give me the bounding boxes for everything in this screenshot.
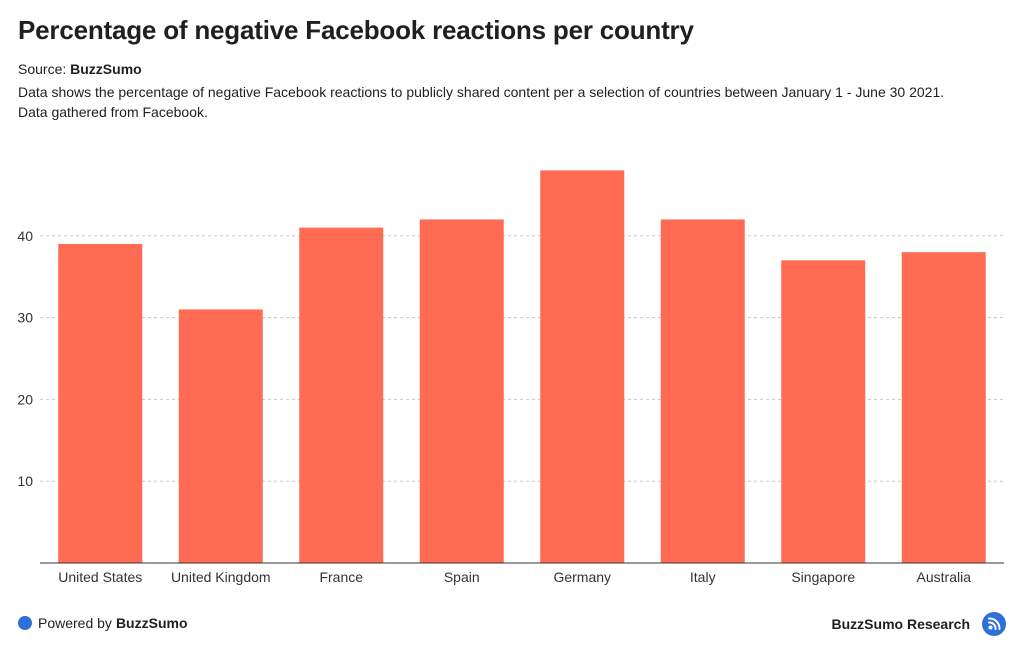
research-label: BuzzSumo Research xyxy=(831,616,970,632)
bar[interactable] xyxy=(178,309,263,563)
rss-icon xyxy=(982,612,1006,636)
x-tick-label: United Kingdom xyxy=(171,569,271,585)
bar[interactable] xyxy=(299,227,384,563)
bar[interactable] xyxy=(660,219,745,563)
grid-lines xyxy=(40,235,1004,482)
y-axis-ticks: 10 20 30 40 xyxy=(17,228,33,489)
x-tick-label: France xyxy=(319,569,363,585)
x-tick-label: Italy xyxy=(690,569,716,585)
x-tick-label: Australia xyxy=(917,569,972,585)
buzzsumo-logo-icon xyxy=(18,616,32,630)
chart-title: Percentage of negative Facebook reaction… xyxy=(18,15,694,45)
x-tick-label: Singapore xyxy=(791,569,855,585)
y-tick-label: 20 xyxy=(17,391,33,407)
x-tick-label: Spain xyxy=(444,569,480,585)
bar[interactable] xyxy=(540,170,625,564)
research-credit[interactable]: BuzzSumo Research xyxy=(832,612,1006,636)
source-label: Source: xyxy=(18,61,67,77)
source-line: Source: BuzzSumo xyxy=(18,61,142,77)
x-tick-label: United States xyxy=(58,569,142,585)
bar[interactable] xyxy=(901,252,986,563)
powered-brand: BuzzSumo xyxy=(115,615,188,631)
y-tick-label: 30 xyxy=(17,310,33,326)
bar[interactable] xyxy=(781,260,866,563)
source-name: BuzzSumo xyxy=(70,61,142,77)
bar[interactable] xyxy=(419,219,504,563)
bars xyxy=(58,170,986,564)
y-tick-label: 10 xyxy=(17,473,33,489)
chart-description: Data shows the percentage of negative Fa… xyxy=(18,82,1008,122)
y-tick-label: 40 xyxy=(17,228,33,244)
powered-label: Powered by xyxy=(38,615,112,631)
powered-by[interactable]: Powered by BuzzSumo xyxy=(18,615,188,631)
description-line-1: Data shows the percentage of negative Fa… xyxy=(18,84,945,100)
bar[interactable] xyxy=(58,243,143,563)
bar-chart: 10 20 30 40 United States United Kingdom Fran… xyxy=(17,170,1004,585)
description-line-2: Data gathered from Facebook. xyxy=(18,104,208,120)
x-tick-label: Germany xyxy=(553,569,611,585)
x-axis-labels: United States United Kingdom France Spain Ge… xyxy=(58,569,971,585)
